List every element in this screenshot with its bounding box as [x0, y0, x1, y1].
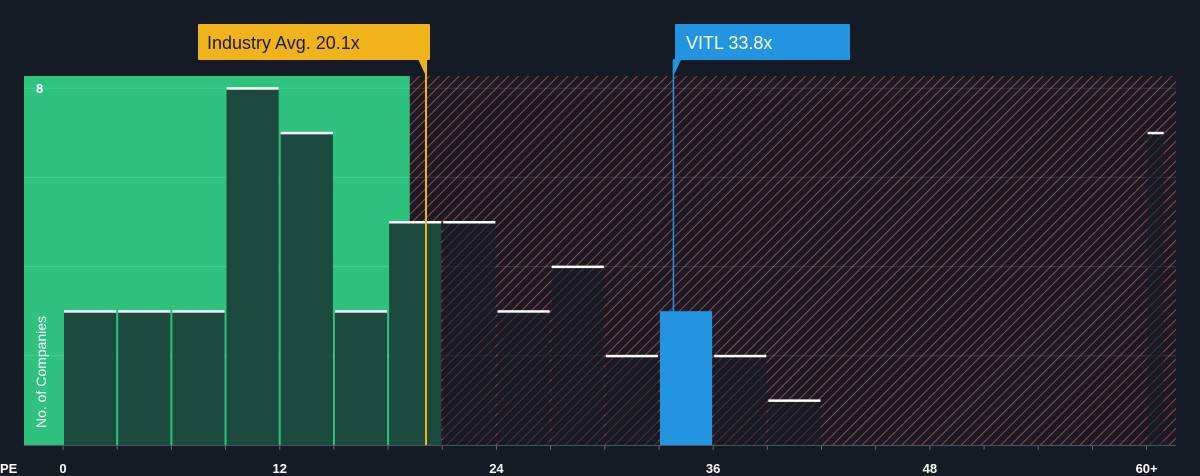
bar-top-edge: [443, 221, 496, 224]
bar-top-edge: [551, 265, 604, 269]
bar-top-edge: [1147, 131, 1164, 135]
histogram-bar: [551, 266, 604, 445]
bar-top-edge: [497, 310, 550, 313]
industry-average-label: Industry Avg. 20.1x: [207, 33, 360, 53]
industry-callout-pointer: [418, 59, 427, 76]
company-pe-label: VITL 33.8x: [686, 33, 772, 53]
bar-top-edge: [768, 399, 821, 402]
x-tick-label: 24: [489, 461, 504, 476]
x-tick-label: 48: [923, 461, 937, 476]
x-axis-label: PE: [0, 461, 18, 476]
histogram-bar: [226, 88, 279, 445]
bar-top-edge: [334, 310, 388, 313]
histogram-bar: [605, 355, 658, 445]
histogram-bar: [334, 311, 388, 445]
x-tick-label: 0: [59, 461, 66, 476]
histogram-bar: [497, 311, 550, 445]
axis-layer: 0 12 24 36 48 60+ PE 8 No. of Companies: [0, 81, 1176, 476]
bar-top-edge: [172, 310, 225, 313]
bar-top-edge: [64, 310, 117, 313]
histogram-bar: [389, 222, 442, 445]
y-tick-label: 8: [36, 81, 43, 96]
bar-top-edge: [714, 354, 767, 358]
company-pe-callout: [675, 24, 850, 60]
callouts-layer: Industry Avg. 20.1x VITL 33.8x: [198, 24, 850, 76]
y-axis-label: No. of Companies: [33, 316, 49, 428]
highlighted-bar: [659, 311, 713, 445]
histogram-bar: [443, 222, 496, 445]
bar-top-edge: [118, 310, 171, 313]
markers-layer: [425, 60, 675, 445]
bar-top-edge: [389, 221, 442, 224]
histogram-bar: [280, 132, 333, 446]
x-tick-label: 60+: [1136, 461, 1158, 476]
histogram-bar: [64, 311, 117, 445]
bar-top-edge: [605, 354, 658, 358]
company-callout-pointer: [673, 59, 682, 76]
histogram-bar: [768, 400, 821, 445]
bars-layer: [64, 87, 1164, 446]
bar-top-edge: [280, 131, 333, 135]
histogram-bar: [118, 311, 171, 445]
bar-top-edge: [226, 87, 279, 90]
x-tick-label: 12: [272, 461, 286, 476]
x-tick-label: 36: [706, 461, 720, 476]
histogram-bar: [172, 311, 225, 445]
industry-average-callout: [198, 24, 430, 60]
histogram-bar: [1147, 132, 1164, 446]
histogram-bar: [714, 355, 767, 445]
